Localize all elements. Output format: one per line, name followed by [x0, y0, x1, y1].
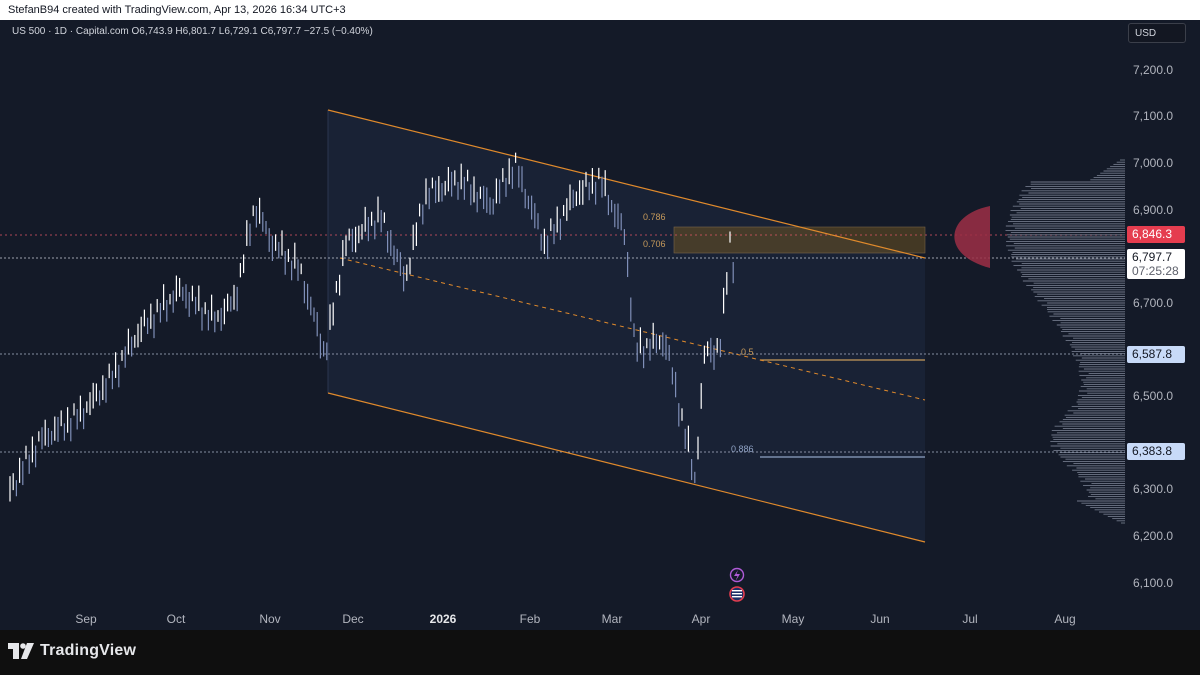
- channel-lower-line: [327, 392, 926, 543]
- x-tick: Jul: [962, 612, 978, 626]
- attribution-text: StefanB94 created with TradingView.com, …: [8, 4, 346, 16]
- level-low-badge: 6,383.8: [1127, 443, 1185, 460]
- x-tick: 2026: [429, 612, 457, 626]
- x-tick: Feb: [519, 612, 541, 626]
- y-tick: 6,700.0: [1133, 296, 1174, 310]
- x-tick: Dec: [342, 612, 364, 626]
- volume-profile: [1005, 159, 1125, 524]
- tradingview-logo[interactable]: TradingView: [8, 642, 136, 660]
- x-tick: Mar: [601, 612, 623, 626]
- y-tick: 6,100.0: [1133, 576, 1174, 590]
- last-price-value: 6,797.7: [1132, 250, 1173, 264]
- x-tick: Jun: [870, 612, 890, 626]
- price-chart[interactable]: [0, 20, 1200, 630]
- level-mid-badge: 6,587.8: [1127, 346, 1185, 363]
- fib-label-0786: 0.786: [643, 212, 666, 222]
- y-tick: 7,000.0: [1133, 156, 1174, 170]
- last-price-badge: 6,797.7 07:25:28: [1127, 249, 1185, 279]
- y-tick: 6,900.0: [1133, 203, 1174, 217]
- x-tick: Sep: [75, 612, 97, 626]
- symbol-legend[interactable]: US 500 · 1D · Capital.com O6,743.9 H6,80…: [12, 26, 373, 37]
- attribution-bar: StefanB94 created with TradingView.com, …: [0, 0, 1200, 20]
- fib-label-05: 0.5: [741, 347, 754, 357]
- y-tick: 7,100.0: [1133, 109, 1174, 123]
- event-icon-us-flag[interactable]: [729, 586, 745, 602]
- bar-countdown: 07:25:28: [1132, 264, 1179, 278]
- tradingview-logo-icon: [8, 643, 34, 659]
- fib-label-0706: 0.706: [643, 239, 666, 249]
- y-tick: 7,200.0: [1133, 63, 1174, 77]
- y-tick: 6,200.0: [1133, 529, 1174, 543]
- x-tick: Aug: [1054, 612, 1076, 626]
- footer-bar: TradingView: [0, 630, 1200, 675]
- tradingview-logo-text: TradingView: [40, 642, 137, 659]
- event-icon-flash[interactable]: [729, 567, 745, 583]
- currency-button[interactable]: USD: [1128, 23, 1186, 43]
- chart-area[interactable]: US 500 · 1D · Capital.com O6,743.9 H6,80…: [0, 20, 1200, 630]
- fib-label-0886: 0.886: [731, 444, 754, 454]
- y-tick: 6,500.0: [1133, 389, 1174, 403]
- x-tick: Nov: [259, 612, 281, 626]
- channel-fill: [328, 110, 925, 542]
- x-tick: Apr: [691, 612, 711, 626]
- y-tick: 6,300.0: [1133, 482, 1174, 496]
- volume-profile-poc-highlight: [954, 206, 990, 268]
- x-tick: Oct: [166, 612, 186, 626]
- fib-zone-box: [673, 226, 926, 254]
- channel-upper-line: [327, 109, 926, 259]
- high-line-badge: 6,846.3: [1127, 226, 1185, 243]
- candles-group: [9, 152, 734, 502]
- x-tick: May: [781, 612, 805, 626]
